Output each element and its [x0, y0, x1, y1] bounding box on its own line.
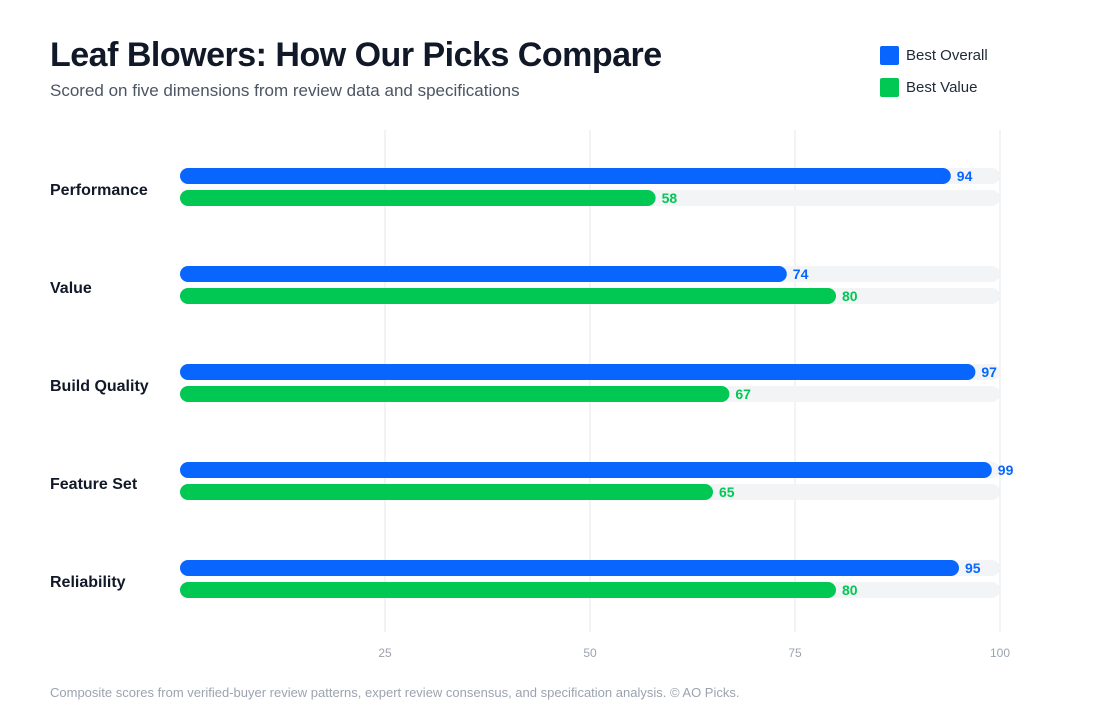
category-label-value: Value — [50, 280, 92, 297]
data-label-build-quality-best-overall: 97 — [981, 364, 997, 380]
bar-build-quality-best-overall — [180, 364, 976, 380]
chart-legend: Best Overall Best Value — [880, 45, 988, 109]
data-label-reliability-best-value: 80 — [842, 582, 858, 598]
bar-build-quality-best-value — [180, 386, 730, 402]
legend-label-best-overall: Best Overall — [906, 46, 988, 64]
category-label-reliability: Reliability — [50, 574, 126, 591]
x-tick-label-50: 50 — [583, 646, 597, 660]
bar-reliability-best-value — [180, 582, 836, 598]
data-label-feature-set-best-overall: 99 — [998, 462, 1014, 478]
data-label-performance-best-value: 58 — [662, 190, 678, 206]
legend-label-best-value: Best Value — [906, 78, 978, 96]
bar-feature-set-best-overall — [180, 462, 992, 478]
x-tick-label-25: 25 — [378, 646, 392, 660]
category-label-build-quality: Build Quality — [50, 378, 149, 395]
data-label-reliability-best-overall: 95 — [965, 560, 981, 576]
bar-performance-best-value — [180, 190, 656, 206]
chart-footnote: Composite scores from verified-buyer rev… — [50, 685, 740, 700]
category-label-feature-set: Feature Set — [50, 476, 138, 493]
data-label-build-quality-best-value: 67 — [735, 386, 751, 402]
bar-value-best-overall — [180, 266, 787, 282]
bar-feature-set-best-value — [180, 484, 713, 500]
bar-performance-best-overall — [180, 168, 951, 184]
legend-item-best-value: Best Value — [880, 77, 988, 97]
legend-swatch-best-overall — [880, 45, 899, 65]
legend-swatch-best-value — [880, 77, 899, 97]
data-label-value-best-overall: 74 — [793, 266, 809, 282]
data-label-value-best-value: 80 — [842, 288, 858, 304]
x-tick-label-100: 100 — [990, 646, 1010, 660]
data-label-performance-best-overall: 94 — [957, 168, 973, 184]
legend-item-best-overall: Best Overall — [880, 45, 988, 65]
chart-title: Leaf Blowers: How Our Picks Compare — [50, 36, 662, 74]
chart-subtitle: Scored on five dimensions from review da… — [50, 81, 520, 100]
bar-value-best-value — [180, 288, 836, 304]
category-label-performance: Performance — [50, 182, 148, 199]
x-tick-label-75: 75 — [788, 646, 802, 660]
data-label-feature-set-best-value: 65 — [719, 484, 735, 500]
bar-reliability-best-overall — [180, 560, 959, 576]
